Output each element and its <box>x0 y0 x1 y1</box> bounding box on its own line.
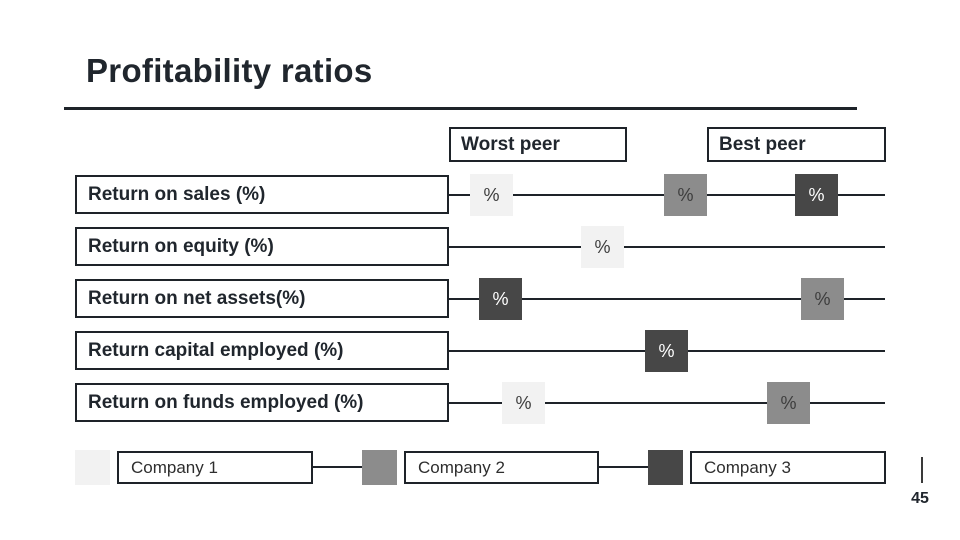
page-number-tick <box>921 457 923 483</box>
header-best-peer: Best peer <box>707 127 886 162</box>
percent-marker-company3: % <box>795 174 838 216</box>
legend-connector <box>599 466 648 468</box>
legend-connector <box>313 466 362 468</box>
page-number: 45 <box>911 490 929 507</box>
row-label-box: Return on net assets(%) <box>75 279 449 318</box>
legend-label-box: Company 1 <box>117 451 313 484</box>
header-best-peer-label: Best peer <box>719 133 806 155</box>
percent-marker-company2: % <box>664 174 707 216</box>
comparison-line <box>448 298 885 300</box>
legend-swatch-company3 <box>648 450 683 485</box>
legend-label-box: Company 3 <box>690 451 886 484</box>
percent-marker-company1: % <box>502 382 545 424</box>
legend-label-box: Company 2 <box>404 451 599 484</box>
comparison-line <box>448 402 885 404</box>
comparison-line <box>448 246 885 248</box>
header-worst-peer: Worst peer <box>449 127 627 162</box>
row-label-box: Return on sales (%) <box>75 175 449 214</box>
percent-marker-company1: % <box>470 174 513 216</box>
percent-marker-company3: % <box>645 330 688 372</box>
legend-swatch-company1 <box>75 450 110 485</box>
row-label-box: Return on funds employed (%) <box>75 383 449 422</box>
percent-marker-company2: % <box>767 382 810 424</box>
title-underline <box>64 107 857 110</box>
legend-swatch-company2 <box>362 450 397 485</box>
percent-marker-company1: % <box>581 226 624 268</box>
percent-marker-company2: % <box>801 278 844 320</box>
percent-marker-company3: % <box>479 278 522 320</box>
header-worst-peer-label: Worst peer <box>461 133 560 155</box>
row-label-box: Return on equity (%) <box>75 227 449 266</box>
page-title: Profitability ratios <box>86 52 373 89</box>
row-label-box: Return capital employed (%) <box>75 331 449 370</box>
